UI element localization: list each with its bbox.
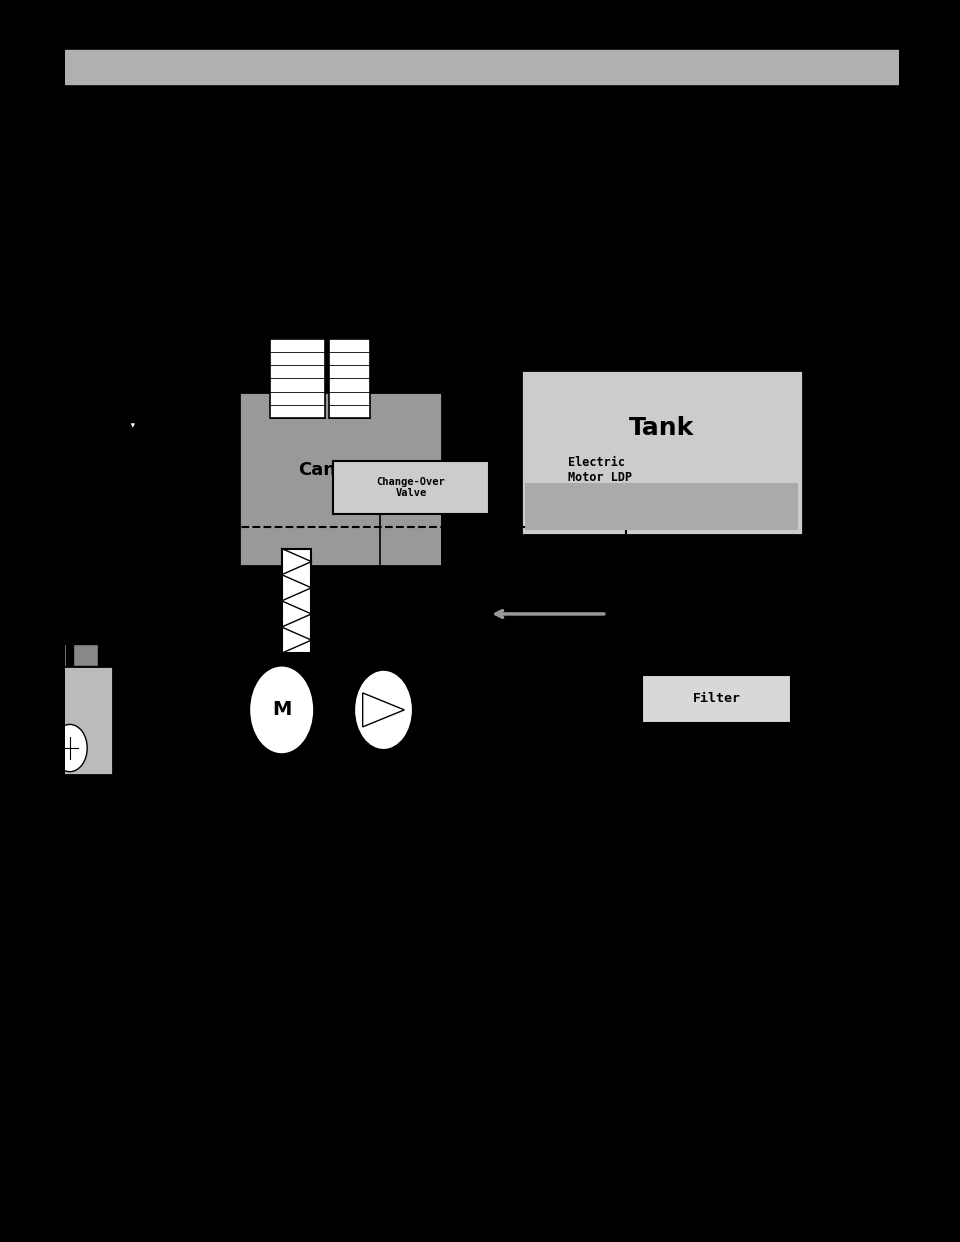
Text: Engine: Engine bbox=[98, 507, 146, 520]
Text: CURRENT
MONITOR: CURRENT MONITOR bbox=[28, 699, 54, 710]
Text: 1: 1 bbox=[84, 622, 88, 631]
Text: 33: 33 bbox=[868, 1151, 886, 1166]
Text: canister.: canister. bbox=[82, 1031, 146, 1045]
Text: engine control module.  The ECM monitors the pump motor operating current as the: engine control module. The ECM monitors … bbox=[82, 191, 687, 204]
Text: stroke of the current vacuum operated LDP).: stroke of the current vacuum operated LD… bbox=[82, 334, 389, 348]
Text: ing a Leak Diagnosis test.  The change over valve is open during all other perio: ing a Leak Diagnosis test. The change ov… bbox=[82, 284, 731, 298]
Text: In it’s inactive state the pump motor and the change over valve of the DC Motor : In it’s inactive state the pump motor an… bbox=[82, 956, 702, 970]
Text: not energized.  When purge valve operation occurs filtered air enters the fuel s: not energized. When purge valve operatio… bbox=[82, 981, 723, 995]
Text: Electric
Motor LDP: Electric Motor LDP bbox=[567, 456, 632, 484]
Text: M: M bbox=[272, 700, 292, 719]
Bar bbox=[10, 645, 35, 666]
Text: ation allowing the fuel system to “breath” through the inlet filter (similar to : ation allowing the fuel system to “breat… bbox=[82, 309, 745, 323]
Text: +: + bbox=[497, 582, 512, 601]
Text: carmanualsonline.info: carmanualsonline.info bbox=[685, 1191, 835, 1203]
Text: surement for detecting leaks.: surement for detecting leaks. bbox=[82, 216, 289, 229]
Circle shape bbox=[249, 666, 315, 755]
Bar bbox=[0, 666, 113, 775]
Text: DC MOTOR LDP INACTIVE --  NORMAL PURGE VALVE OPERATION: DC MOTOR LDP INACTIVE -- NORMAL PURGE VA… bbox=[82, 923, 534, 936]
Text: +: + bbox=[247, 582, 262, 601]
Bar bbox=[642, 674, 791, 723]
Text: 0.5mm
Reference
Orifice: 0.5mm Reference Orifice bbox=[227, 575, 283, 609]
Bar bbox=[0, 645, 3, 666]
Text: 3: 3 bbox=[19, 622, 25, 631]
Bar bbox=[239, 391, 443, 566]
Circle shape bbox=[53, 724, 87, 771]
Text: The pump also contains an ECM controlled change over valve that is energized clo: The pump also contains an ECM controlled… bbox=[82, 260, 708, 273]
Circle shape bbox=[353, 669, 413, 750]
Circle shape bbox=[0, 724, 22, 771]
Bar bbox=[270, 339, 324, 417]
Bar bbox=[227, 527, 626, 766]
Bar bbox=[41, 645, 66, 666]
Text: Tank: Tank bbox=[629, 416, 694, 440]
Text: pensating for engine vacuum drawing on the hydrocarbon vapors stored in the char: pensating for engine vacuum drawing on t… bbox=[82, 1006, 681, 1020]
Text: 2: 2 bbox=[51, 622, 57, 631]
Polygon shape bbox=[363, 693, 404, 727]
Text: Change-Over
Valve: Change-Over Valve bbox=[376, 477, 445, 498]
Bar bbox=[281, 549, 311, 653]
Text: Pump: Pump bbox=[370, 766, 397, 776]
Text: 0.5mm (.020”).  The pump contains an integral DC motor which is activated direct: 0.5mm (.020”). The pump contains an inte… bbox=[82, 166, 716, 179]
Bar bbox=[525, 483, 799, 530]
Text: Fresh Air: Fresh Air bbox=[650, 749, 714, 763]
Text: Canister: Canister bbox=[299, 461, 383, 479]
Text: Throttle
Plate: Throttle Plate bbox=[98, 274, 152, 296]
Text: Purge
Valve: Purge Valve bbox=[294, 261, 327, 282]
Text: FUNCTION: FUNCTION bbox=[82, 107, 169, 125]
Bar bbox=[65, 51, 899, 84]
Text: The  DC  Motor  LDP  ensures  accurate  fuel  system  leak  detection  for  leak: The DC Motor LDP ensures accurate fuel s… bbox=[82, 142, 766, 154]
Bar bbox=[328, 339, 370, 417]
Bar bbox=[520, 370, 803, 535]
Bar bbox=[332, 461, 490, 514]
Bar bbox=[73, 645, 98, 666]
Text: Filter: Filter bbox=[692, 693, 740, 705]
